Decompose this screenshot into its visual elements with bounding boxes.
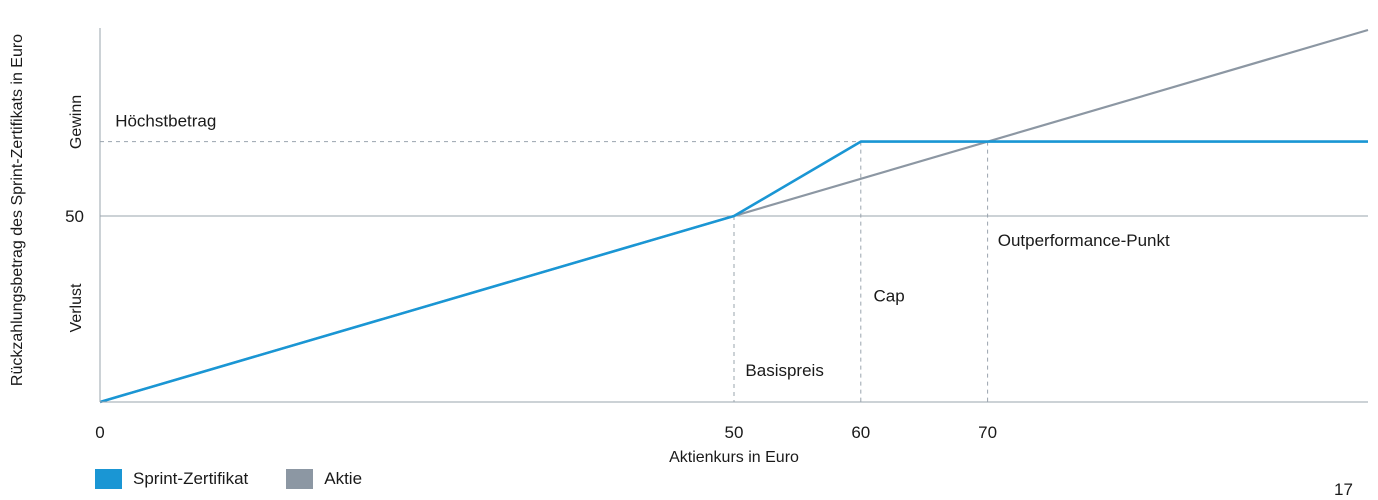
legend-item-aktie: Aktie [286, 469, 362, 489]
legend-label-sprint-zertifikat: Sprint-Zertifikat [133, 469, 249, 488]
legend-item-sprint-zertifikat: Sprint-Zertifikat [95, 469, 248, 489]
x-tick-label-70: 70 [978, 423, 997, 442]
x-axis-title: Aktienkurs in Euro [669, 449, 799, 466]
y-tick-label-50: 50 [65, 207, 84, 226]
legend-label-aktie: Aktie [324, 469, 363, 488]
x-tick-label-50: 50 [725, 423, 744, 442]
x-tick-label-0: 0 [95, 423, 104, 442]
annotation-cap: Cap [873, 287, 904, 306]
x-tick-label-60: 60 [851, 423, 870, 442]
annotation-outperformance-punkt: Outperformance-Punkt [998, 231, 1170, 250]
y-region-label-gain: Gewinn [68, 95, 85, 149]
annotation-h-chstbetrag: Höchstbetrag [115, 112, 216, 131]
page-number: 17 [1334, 480, 1353, 499]
legend: Sprint-Zertifikat Aktie [95, 469, 400, 489]
legend-swatch-sprint-zertifikat [95, 469, 122, 489]
y-region-label-loss: Verlust [68, 283, 85, 332]
annotation-basispreis: Basispreis [745, 361, 823, 380]
y-axis-title: Rückzahlungsbetrag des Sprint-Zertifikat… [9, 34, 26, 386]
series-line-sprint-zertifikat [99, 140, 1368, 404]
legend-swatch-aktie [286, 469, 314, 489]
